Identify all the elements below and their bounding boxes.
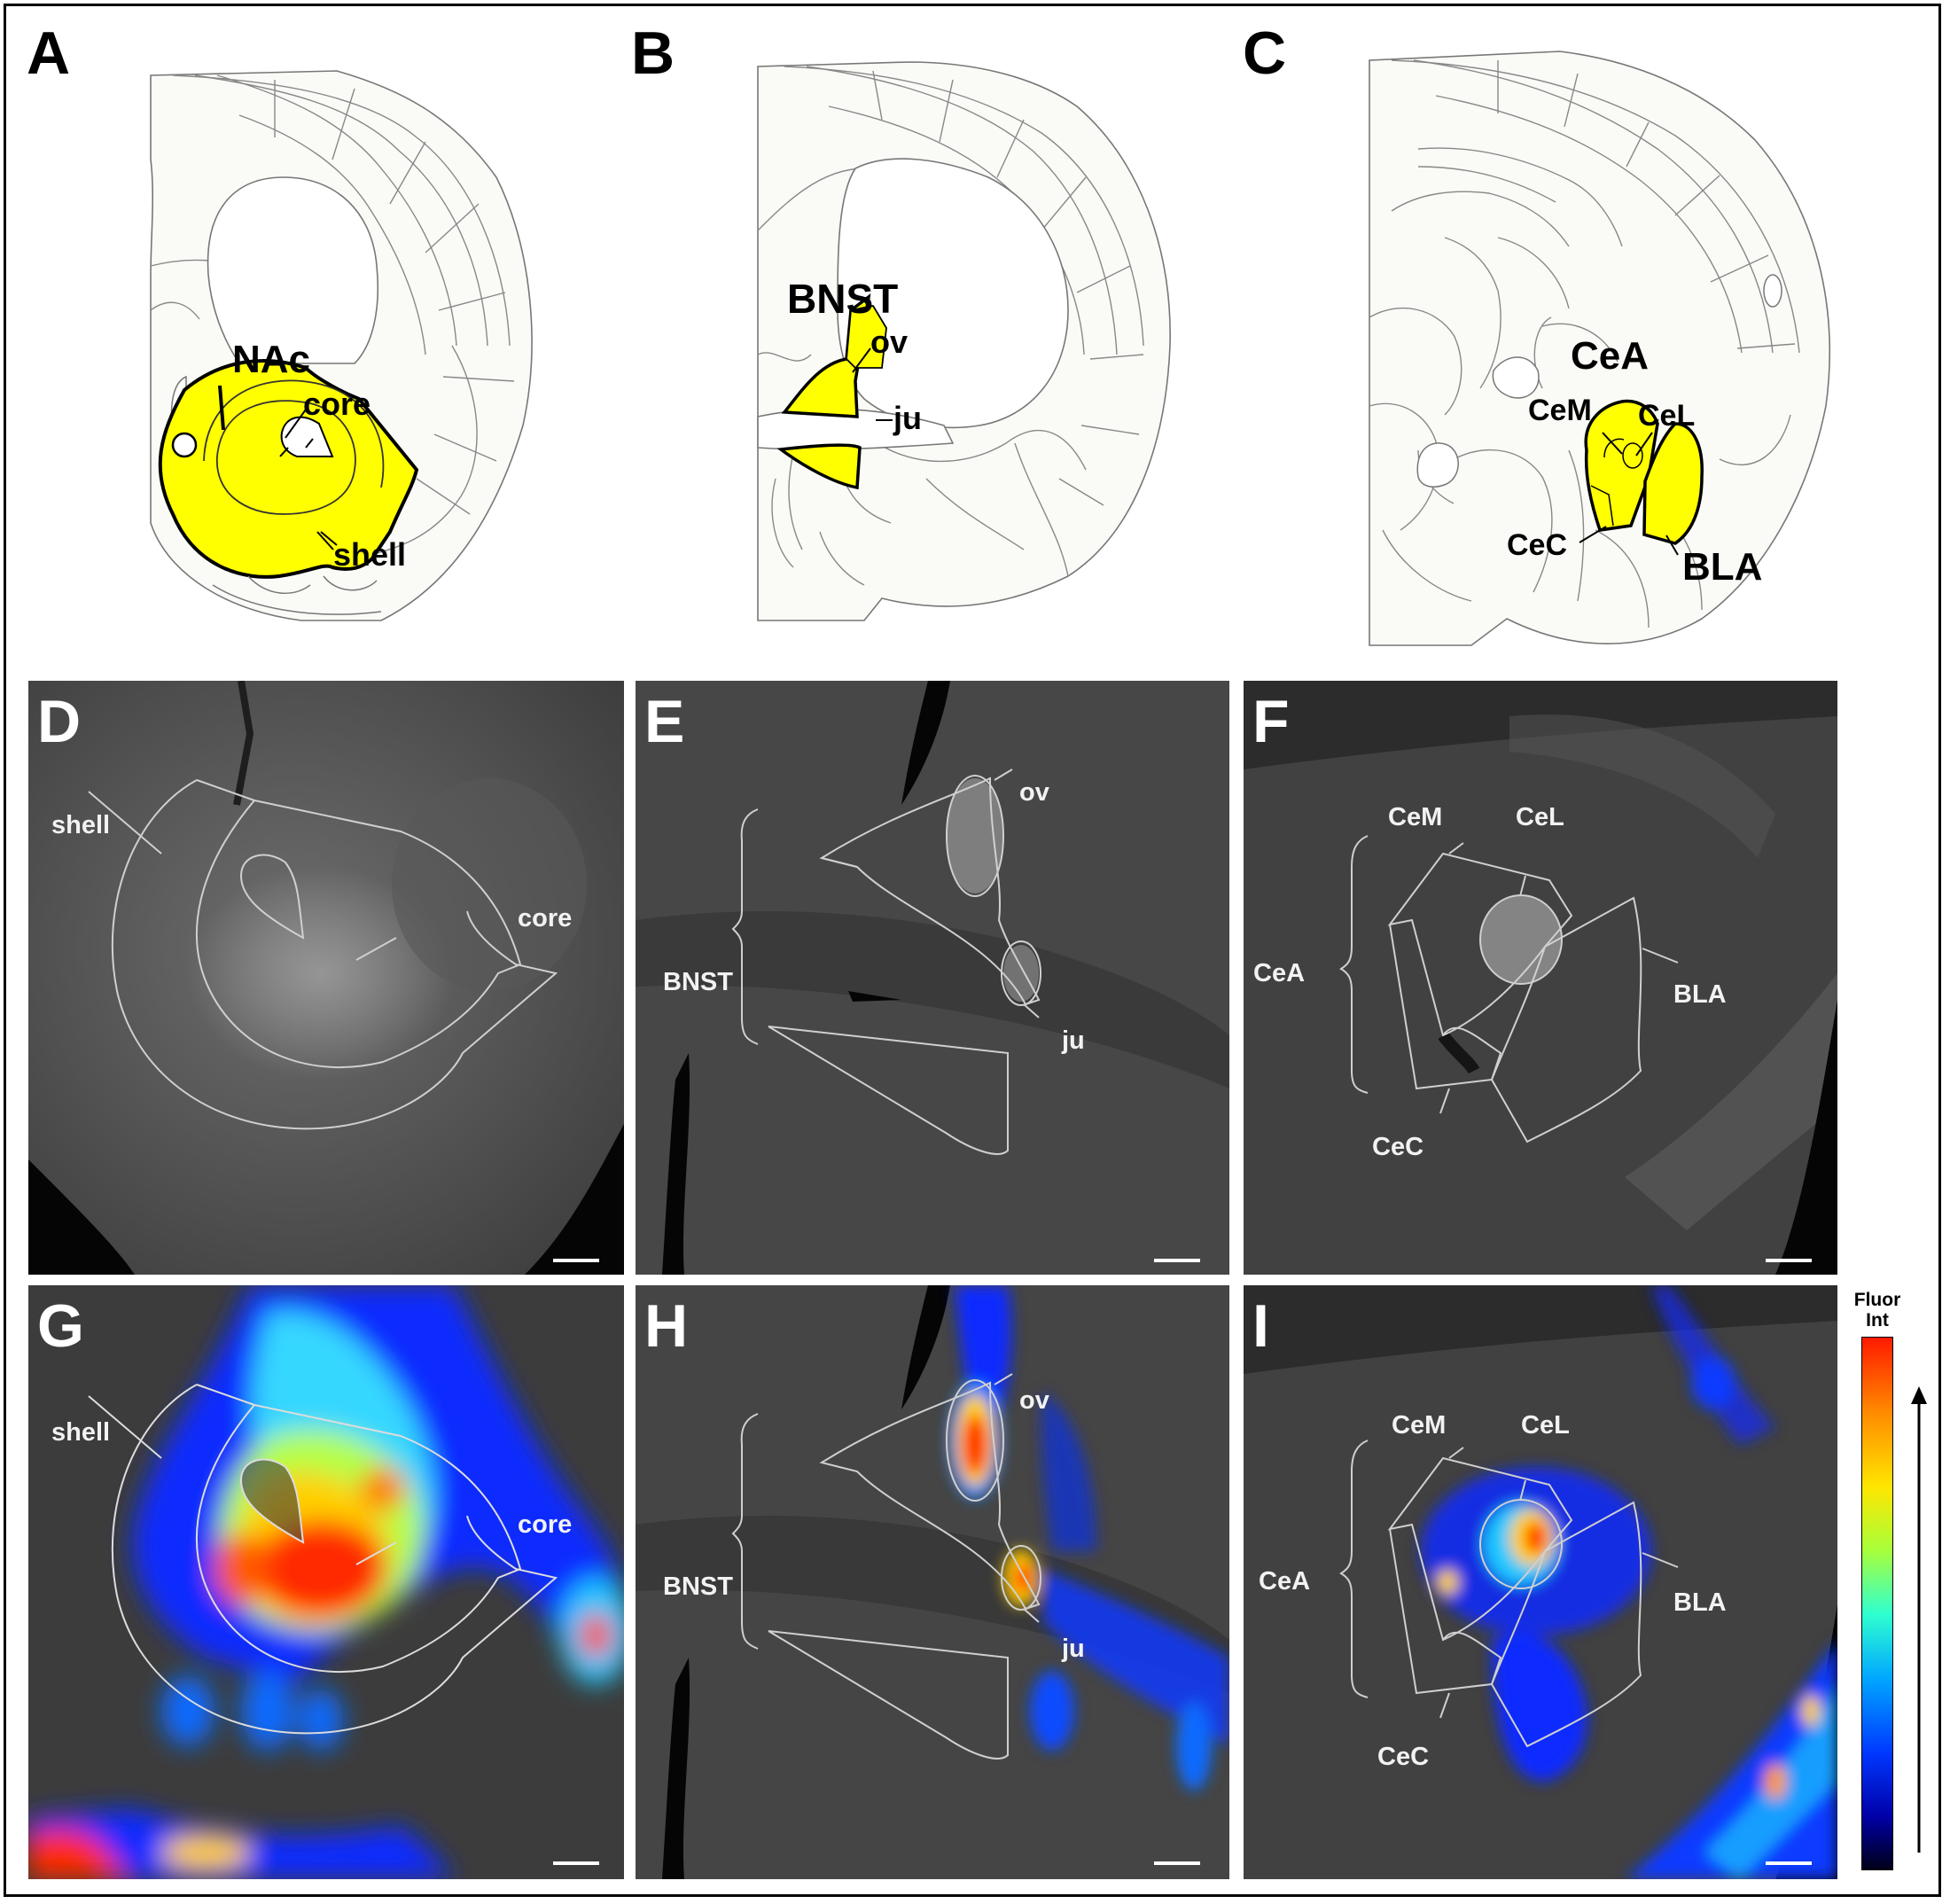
atlas-label-ov: ov [870,324,909,360]
scale-bar-d [553,1259,599,1262]
heatmap-label-nac-shell: shell [51,1418,111,1447]
heatmap-label-bnst-region: BNST [663,1572,733,1601]
atlas-diagram-b [757,61,1171,621]
panel-letter-c: C [1243,20,1287,87]
panel-letter-h: H [644,1292,689,1360]
heatmap-label-bnst-ju: ju [1062,1635,1085,1663]
atlas-label-cec: CeC [1507,528,1568,562]
panel-letter-b: B [631,20,675,87]
micrograph-cea [1244,681,1837,1275]
photo-label-cea-cem: CeM [1388,803,1443,831]
panel-letter-a: A [27,20,71,87]
heatmap-bnst [636,1285,1229,1879]
atlas-label-bnst: BNST [787,276,899,322]
scale-bar-i [1766,1861,1812,1865]
photo-label-cea-cec: CeC [1372,1133,1424,1161]
atlas-label-ju: ju [893,400,922,436]
photo-label-bnst-ov: ov [1019,778,1049,807]
atlas-label-cel: CeL [1638,399,1696,433]
scale-bar-g [553,1861,599,1865]
panel-letter-g: G [37,1292,84,1360]
heatmap-nac [28,1285,624,1879]
scale-bar-f [1766,1259,1812,1262]
panel-letter-f: F [1252,688,1290,755]
heatmap-label-cea-cem: CeM [1392,1411,1447,1440]
heatmap-label-cea-region: CeA [1259,1567,1311,1596]
figure-frame [4,4,1941,1897]
scale-bar-h [1154,1861,1200,1865]
micrograph-bnst [636,681,1229,1275]
atlas-diagram-a [150,70,533,621]
colorbar-title-line2: Int [1866,1310,1889,1330]
atlas-label-core: core [303,386,371,422]
fluorescence-colorbar [1861,1337,1893,1870]
photo-label-cea-cel: CeL [1516,803,1564,831]
atlas-leader-lines [285,347,1679,556]
atlas-label-shell: shell [333,536,407,573]
atlas-label-nac: NAc [232,338,311,381]
photo-label-bnst-ju: ju [1062,1026,1085,1055]
micrograph-nac [28,681,624,1275]
heatmap-cea [1244,1285,1837,1879]
photo-label-cea-region: CeA [1253,959,1306,987]
photo-label-nac-core: core [518,904,573,932]
atlas-diagram-c [1369,51,1830,646]
panel-letter-i: I [1252,1292,1269,1360]
scale-bar-e [1154,1259,1200,1262]
heatmap-label-nac-core: core [518,1510,573,1539]
photo-label-cea-bla: BLA [1673,980,1727,1009]
atlas-label-cem: CeM [1528,394,1592,427]
panel-letter-e: E [644,688,685,755]
colorbar-title-line1: Fluor [1853,1290,1901,1310]
heatmap-label-cea-bla: BLA [1673,1588,1727,1617]
photo-label-bnst-region: BNST [663,968,733,996]
atlas-label-bla: BLA [1682,545,1763,589]
heatmap-label-cea-cel: CeL [1521,1411,1570,1440]
atlas-label-cea: CeA [1571,334,1650,378]
colorbar-title: Fluor Int [1844,1290,1911,1330]
heatmap-label-cea-cec: CeC [1377,1743,1430,1771]
heatmap-label-bnst-ov: ov [1019,1386,1049,1415]
photo-label-nac-shell: shell [51,811,111,839]
increase-arrow-icon [1911,1386,1927,1853]
panel-letter-d: D [37,688,82,755]
